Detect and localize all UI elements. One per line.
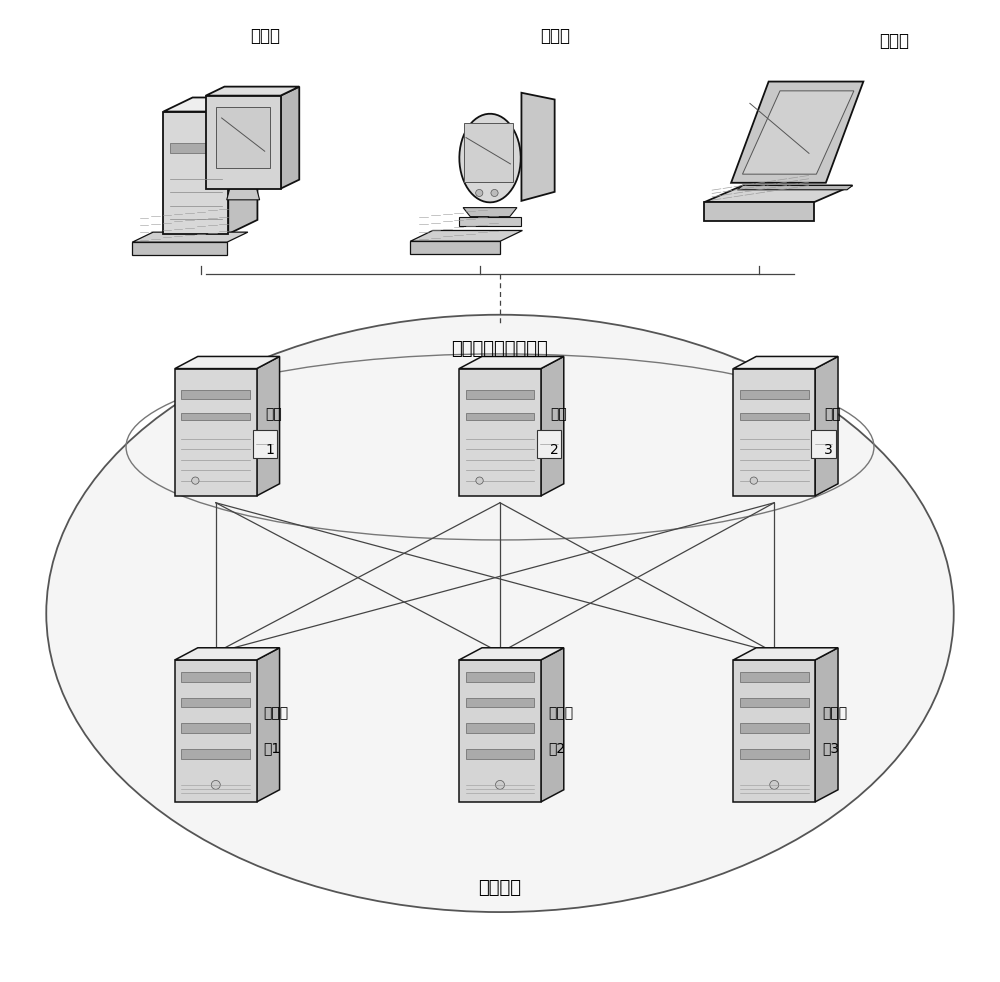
Polygon shape <box>464 123 513 182</box>
Text: 客户端: 客户端 <box>879 31 909 49</box>
Polygon shape <box>733 356 838 368</box>
Text: 客户端: 客户端 <box>540 27 570 44</box>
Polygon shape <box>521 92 555 201</box>
Circle shape <box>491 190 498 196</box>
Polygon shape <box>175 660 257 802</box>
Polygon shape <box>459 217 521 226</box>
Polygon shape <box>181 697 250 707</box>
Polygon shape <box>466 723 534 733</box>
Circle shape <box>192 477 199 484</box>
Polygon shape <box>541 648 564 802</box>
Ellipse shape <box>46 315 954 912</box>
Polygon shape <box>733 648 838 660</box>
Polygon shape <box>410 242 500 254</box>
Polygon shape <box>466 390 534 399</box>
Circle shape <box>476 190 483 196</box>
Polygon shape <box>410 231 522 242</box>
Polygon shape <box>815 648 838 802</box>
Text: 存储空间: 存储空间 <box>479 879 522 897</box>
Polygon shape <box>181 390 250 399</box>
Polygon shape <box>737 186 853 190</box>
Polygon shape <box>466 672 534 682</box>
Polygon shape <box>731 82 863 183</box>
Polygon shape <box>132 232 248 243</box>
Text: 节点: 节点 <box>550 408 567 421</box>
Polygon shape <box>733 368 815 496</box>
Circle shape <box>770 781 779 790</box>
Polygon shape <box>257 648 280 802</box>
Text: 客户端: 客户端 <box>251 27 281 44</box>
Polygon shape <box>463 207 517 217</box>
Polygon shape <box>281 86 299 189</box>
Text: 存储节: 存储节 <box>548 706 573 720</box>
Polygon shape <box>216 107 270 168</box>
Polygon shape <box>181 413 250 420</box>
Polygon shape <box>175 356 280 368</box>
Polygon shape <box>704 186 853 202</box>
Text: 点1: 点1 <box>264 741 281 755</box>
Polygon shape <box>181 723 250 733</box>
Polygon shape <box>740 413 809 420</box>
Polygon shape <box>541 356 564 496</box>
Polygon shape <box>175 648 280 660</box>
Circle shape <box>211 781 220 790</box>
Circle shape <box>750 477 757 484</box>
Circle shape <box>476 477 483 484</box>
Text: 2: 2 <box>550 443 559 457</box>
Polygon shape <box>459 114 521 202</box>
Polygon shape <box>459 356 564 368</box>
Polygon shape <box>228 97 257 234</box>
Text: 存储节: 存储节 <box>264 706 289 720</box>
Circle shape <box>496 781 504 790</box>
Polygon shape <box>740 748 809 759</box>
Text: 分布式集群文件系统: 分布式集群文件系统 <box>452 340 548 358</box>
Text: 节点: 节点 <box>824 408 841 421</box>
Polygon shape <box>537 430 561 458</box>
Polygon shape <box>163 97 257 112</box>
Polygon shape <box>227 189 260 199</box>
Polygon shape <box>206 86 299 95</box>
Text: 点2: 点2 <box>548 741 565 755</box>
Polygon shape <box>132 243 227 254</box>
Polygon shape <box>811 430 836 458</box>
Polygon shape <box>459 648 564 660</box>
Polygon shape <box>206 95 281 189</box>
Polygon shape <box>181 748 250 759</box>
Text: 节点: 节点 <box>266 408 282 421</box>
Polygon shape <box>466 413 534 420</box>
Polygon shape <box>257 356 280 496</box>
Polygon shape <box>742 91 854 174</box>
Text: 1: 1 <box>266 443 275 457</box>
Polygon shape <box>740 672 809 682</box>
Polygon shape <box>459 660 541 802</box>
Text: 存储节: 存储节 <box>822 706 847 720</box>
Polygon shape <box>704 202 814 221</box>
Text: 点3: 点3 <box>822 741 839 755</box>
Polygon shape <box>740 697 809 707</box>
Text: 3: 3 <box>824 443 833 457</box>
Polygon shape <box>740 723 809 733</box>
Polygon shape <box>175 368 257 496</box>
Polygon shape <box>740 390 809 399</box>
Polygon shape <box>815 356 838 496</box>
Polygon shape <box>466 697 534 707</box>
Polygon shape <box>466 748 534 759</box>
Polygon shape <box>253 430 277 458</box>
Polygon shape <box>733 660 815 802</box>
Polygon shape <box>163 112 228 234</box>
Polygon shape <box>170 143 222 153</box>
Polygon shape <box>459 368 541 496</box>
Polygon shape <box>181 672 250 682</box>
